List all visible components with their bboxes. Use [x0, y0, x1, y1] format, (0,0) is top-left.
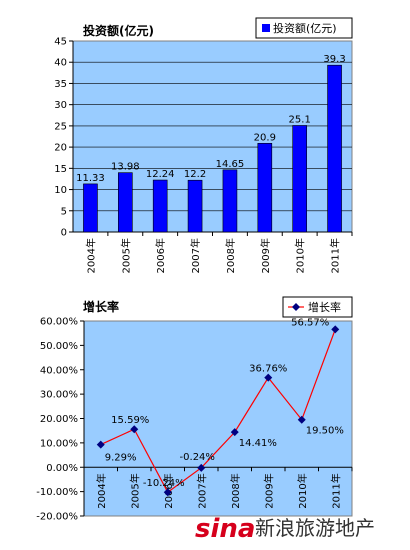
legend-box — [282, 296, 353, 318]
data-point — [264, 373, 273, 382]
sina-logo: sina — [195, 514, 255, 544]
bar-value-label: 13.98 — [111, 162, 140, 173]
x-tick-label: 2007年 — [195, 473, 208, 508]
y-tick-label: 5 — [61, 206, 67, 217]
y-tick-label: 30.00% — [40, 390, 78, 401]
legend-swatch — [262, 24, 270, 32]
y-tick-label: 0.00% — [46, 463, 78, 474]
y-tick-label: 45 — [54, 37, 67, 48]
legend-box — [255, 17, 353, 39]
data-label: 15.59% — [111, 415, 149, 426]
chart-title: 增长率 — [83, 299, 119, 314]
data-label: 36.76% — [249, 364, 287, 375]
bar-value-label: 39.3 — [323, 54, 345, 65]
x-tick-label: 2006年 — [154, 238, 167, 273]
bar — [222, 169, 238, 233]
series-line — [100, 329, 336, 494]
y-tick-label: 40.00% — [40, 365, 78, 376]
y-tick-label: 0 — [61, 228, 67, 239]
data-point — [130, 425, 139, 434]
data-point — [163, 488, 172, 497]
y-tick-label: 25 — [54, 121, 67, 132]
bar-value-label: 25.1 — [289, 114, 311, 125]
bar — [187, 179, 203, 233]
bar-value-label: 12.24 — [146, 169, 175, 180]
plot-area — [72, 40, 353, 233]
x-tick-label: 2008年 — [229, 473, 242, 508]
data-label: -0.24% — [180, 452, 215, 463]
y-tick-label: 10.00% — [40, 438, 78, 449]
x-tick-label: 2004年 — [95, 473, 108, 508]
bar-value-label: 11.33 — [76, 173, 105, 184]
x-tick-label: 2005年 — [119, 238, 132, 273]
investment-bar-chart: 0 5 10 15 20 25 30 35 40 45 11.33 2004年 13.98 2005年 12… — [54, 17, 353, 273]
growth-rate-line-chart: -20.00% -10.00% 0.00% 10.00% 20.00% 30.00% 40.… — [36, 296, 353, 523]
data-point — [197, 463, 206, 472]
legend-label: 增长率 — [308, 300, 341, 314]
x-tick-label: 2009年 — [259, 238, 272, 273]
data-label: -10.24% — [143, 478, 185, 489]
watermark-text: 新浪旅游地产 — [255, 516, 375, 540]
x-tick-label: 2007年 — [189, 238, 202, 273]
x-tick-label: 2008年 — [224, 238, 237, 273]
bar — [327, 64, 342, 233]
plot-area — [83, 320, 353, 517]
y-tick-label: -10.00% — [36, 487, 78, 498]
data-point — [96, 440, 105, 449]
x-tick-label: 2005年 — [128, 473, 141, 508]
data-label: 14.41% — [239, 438, 277, 449]
data-label: 9.29% — [105, 453, 137, 464]
x-tick-label: 2009年 — [262, 473, 275, 508]
data-point — [230, 428, 239, 437]
bar-value-label: 14.65 — [216, 159, 245, 170]
chart-title: 投资额(亿元) — [83, 23, 154, 38]
legend: 增长率 — [282, 296, 353, 318]
bar — [83, 183, 98, 233]
y-tick-label: 40 — [54, 58, 67, 69]
bar — [257, 142, 273, 233]
data-point — [331, 325, 340, 334]
y-tick-label: 50.00% — [40, 341, 78, 352]
legend-marker — [292, 303, 300, 311]
data-label: 19.50% — [306, 426, 344, 437]
y-tick-label: 35 — [54, 79, 67, 90]
y-tick-label: -20.00% — [36, 512, 78, 523]
y-tick-label: 20.00% — [40, 414, 78, 425]
x-tick-label: 2010年 — [296, 473, 309, 508]
x-tick-label: 2011年 — [329, 238, 342, 273]
y-tick-label: 30 — [54, 100, 67, 111]
x-tick-label: 2011年 — [329, 473, 342, 508]
data-point — [297, 415, 306, 424]
bar — [292, 125, 307, 233]
sina-watermark: sina 新浪旅游地产 — [195, 514, 375, 544]
bar-value-label: 20.9 — [254, 132, 276, 143]
x-tick-label: 2010年 — [294, 238, 307, 273]
bar-value-label: 12.2 — [184, 169, 206, 180]
legend: 投资额(亿元) — [255, 17, 353, 39]
bar — [118, 172, 133, 233]
y-tick-label: 10 — [54, 185, 67, 196]
bar — [152, 179, 168, 233]
x-tick-label: 2004年 — [84, 238, 97, 273]
legend-label: 投资额(亿元) — [273, 21, 337, 35]
y-tick-label: 60.00% — [40, 317, 78, 328]
y-tick-label: 15 — [54, 164, 67, 175]
data-label: 56.57% — [291, 317, 329, 328]
y-tick-label: 20 — [54, 143, 67, 154]
